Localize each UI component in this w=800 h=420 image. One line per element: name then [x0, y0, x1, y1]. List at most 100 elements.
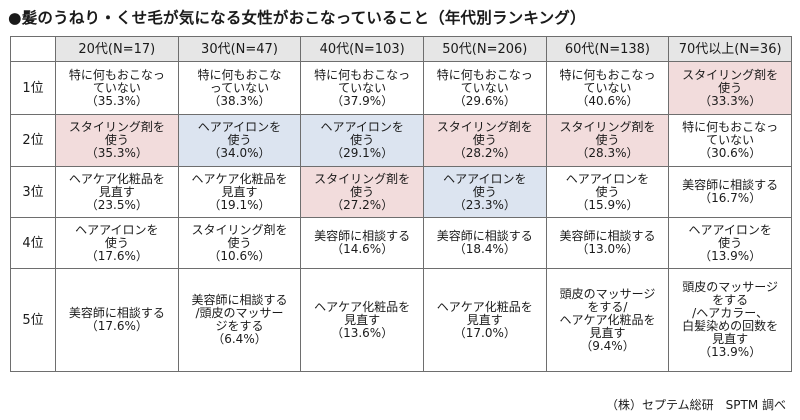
item-text: スタイリング剤を 使う: [191, 222, 288, 250]
item-percent: （34.0%）: [208, 146, 271, 160]
source-credit: （株）セプテム総研 SPTM 調べ: [606, 398, 786, 412]
item-text: ヘアケア化粧品を 見直す: [191, 171, 288, 199]
item-percent: （38.3%）: [208, 93, 271, 108]
item-percent: （6.4%）: [212, 332, 267, 346]
item-text: 美容師に相談する: [68, 306, 165, 320]
item-percent: （30.6%）: [699, 146, 762, 160]
item-text: スタイリング剤を 使う: [682, 67, 779, 95]
ranking-cell: 美容師に相談する （14.6%）: [300, 217, 424, 269]
ranking-cell: 特に何もおこな っていない （38.3%）: [177, 61, 302, 115]
ranking-cell: ヘアアイロンを 使う （34.0%）: [177, 114, 302, 167]
ranking-cell: ヘアアイロンを 使う （23.3%）: [422, 166, 547, 218]
ranking-cell: ヘアアイロンを 使う （17.6%）: [55, 217, 179, 269]
item-text: 特に何もおこなっ ていない: [559, 67, 656, 95]
item-text: 特に何もおこなっ ていない: [436, 67, 533, 95]
column-header-20s: 20代(N=17): [55, 36, 179, 62]
item-text: 美容師に相談する: [559, 229, 656, 243]
item-text: 特に何もおこなっ ていない: [68, 67, 165, 95]
item-text: スタイリング剤を 使う: [314, 171, 411, 199]
item-text: ヘアケア化粧品を 見直す: [68, 171, 165, 199]
item-text: 美容師に相談する: [436, 229, 533, 243]
item-text: 特に何もおこなっ ていない: [314, 67, 411, 95]
ranking-cell: ヘアケア化粧品を 見直す （19.1%）: [177, 166, 302, 218]
item-text: ヘアアイロンを 使う: [320, 120, 404, 147]
ranking-cell: 美容師に相談する （13.0%）: [545, 217, 670, 269]
item-percent: （18.4%）: [453, 242, 516, 256]
item-text: スタイリング剤を 使う: [436, 120, 533, 147]
column-header-30s: 30代(N=47): [177, 36, 302, 62]
item-percent: （10.6%）: [208, 248, 271, 263]
ranking-cell: スタイリング剤を 使う （28.3%）: [545, 114, 670, 167]
item-text: ヘアアイロンを 使う: [688, 222, 772, 250]
table-row: 4位 ヘアアイロンを 使う （17.6%） スタイリング剤を 使う （10.6%） …: [10, 217, 792, 269]
table-row: 1位 特に何もおこなっ ていない （35.3%） 特に何もおこな っていない （38…: [10, 61, 792, 115]
item-percent: （17.6%）: [85, 319, 148, 333]
item-percent: （28.3%）: [576, 146, 639, 160]
ranking-cell: 美容師に相談する （16.7%）: [668, 166, 792, 218]
item-text: スタイリング剤を 使う: [559, 120, 656, 147]
item-percent: （27.2%）: [331, 197, 394, 212]
item-text: ヘアアイロンを 使う: [197, 120, 282, 147]
item-percent: （29.6%）: [453, 93, 516, 108]
rank-label: 1位: [10, 61, 56, 115]
table-row: 3位 ヘアケア化粧品を 見直す （23.5%） ヘアケア化粧品を 見直す （19.1…: [10, 166, 792, 218]
ranking-cell: スタイリング剤を 使う （27.2%）: [300, 166, 424, 218]
item-text: 頭皮のマッサージ をする/ ヘアケア化粧品を 見直す: [559, 286, 656, 340]
item-percent: （17.6%）: [85, 248, 148, 263]
ranking-cell: スタイリング剤を 使う （28.2%）: [422, 114, 547, 167]
item-text: 美容師に相談する /頭皮のマッサー ジをする: [191, 293, 288, 333]
column-header-40s: 40代(N=103): [300, 36, 424, 62]
item-percent: （14.6%）: [331, 242, 394, 256]
ranking-cell: 特に何もおこなっ ていない （29.6%）: [422, 61, 547, 115]
ranking-cell: 特に何もおこなっ ていない （37.9%）: [300, 61, 424, 115]
rank-label: 5位: [10, 268, 56, 372]
corner-cell: [10, 36, 56, 62]
item-percent: （37.9%）: [331, 93, 394, 108]
ranking-cell: 頭皮のマッサージ をする /ヘアカラー、 白髪染めの回数を 見直す （13.9%）: [668, 268, 792, 372]
table-row: 5位 美容師に相談する （17.6%） 美容師に相談する /頭皮のマッサー ジをす…: [10, 268, 792, 372]
item-text: ヘアアイロンを 使う: [565, 171, 650, 199]
ranking-table: 20代(N=17) 30代(N=47) 40代(N=103) 50代(N=206…: [10, 36, 792, 372]
item-percent: （40.6%）: [576, 93, 639, 108]
item-percent: （29.1%）: [331, 146, 394, 160]
item-text: 特に何もおこなっ ていない: [682, 120, 779, 147]
ranking-cell: 美容師に相談する （18.4%）: [422, 217, 547, 269]
item-percent: （13.9%）: [699, 248, 762, 263]
ranking-cell: 特に何もおこなっ ていない （40.6%）: [545, 61, 670, 115]
item-percent: （35.3%）: [85, 146, 148, 160]
ranking-cell: ヘアケア化粧品を 見直す （17.0%）: [422, 268, 547, 372]
header-row: 20代(N=17) 30代(N=47) 40代(N=103) 50代(N=206…: [10, 36, 792, 62]
item-text: スタイリング剤を 使う: [68, 120, 165, 147]
ranking-cell: 特に何もおこなっ ていない （30.6%）: [668, 114, 792, 167]
ranking-cell: ヘアケア化粧品を 見直す （13.6%）: [300, 268, 424, 372]
ranking-cell: ヘアケア化粧品を 見直す （23.5%）: [55, 166, 179, 218]
ranking-cell: 頭皮のマッサージ をする/ ヘアケア化粧品を 見直す （9.4%）: [545, 268, 670, 372]
item-text: 美容師に相談する: [682, 178, 779, 192]
item-percent: （13.0%）: [576, 242, 639, 256]
item-percent: （16.7%）: [699, 191, 762, 205]
item-text: ヘアアイロンを 使う: [75, 222, 159, 250]
item-percent: （17.0%）: [453, 325, 516, 340]
item-percent: （9.4%）: [580, 338, 635, 353]
rank-label: 2位: [10, 114, 56, 167]
ranking-cell: スタイリング剤を 使う （33.3%）: [668, 61, 792, 115]
ranking-cell: 美容師に相談する （17.6%）: [55, 268, 179, 372]
table-row: 2位 スタイリング剤を 使う （35.3%） ヘアアイロンを 使う （34.0%） …: [10, 114, 792, 167]
item-text: 特に何もおこな っていない: [197, 67, 282, 95]
item-percent: （33.3%）: [699, 93, 762, 108]
item-percent: （28.2%）: [453, 146, 516, 160]
column-header-50s: 50代(N=206): [422, 36, 547, 62]
column-header-70s-plus: 70代以上(N=36): [668, 36, 792, 62]
rank-label: 4位: [10, 217, 56, 269]
item-text: ヘアケア化粧品を 見直す: [436, 299, 533, 327]
item-percent: （15.9%）: [576, 197, 639, 212]
item-text: 頭皮のマッサージ をする /ヘアカラー、 白髪染めの回数を 見直す: [682, 280, 779, 346]
ranking-cell: 美容師に相談する /頭皮のマッサー ジをする （6.4%）: [177, 268, 302, 372]
ranking-cell: スタイリング剤を 使う （10.6%）: [177, 217, 302, 269]
column-header-60s: 60代(N=138): [545, 36, 670, 62]
item-percent: （13.6%）: [331, 325, 394, 340]
ranking-cell: ヘアアイロンを 使う （29.1%）: [300, 114, 424, 167]
ranking-cell: スタイリング剤を 使う （35.3%）: [55, 114, 179, 167]
rank-label: 3位: [10, 166, 56, 218]
item-percent: （23.3%）: [453, 197, 516, 212]
